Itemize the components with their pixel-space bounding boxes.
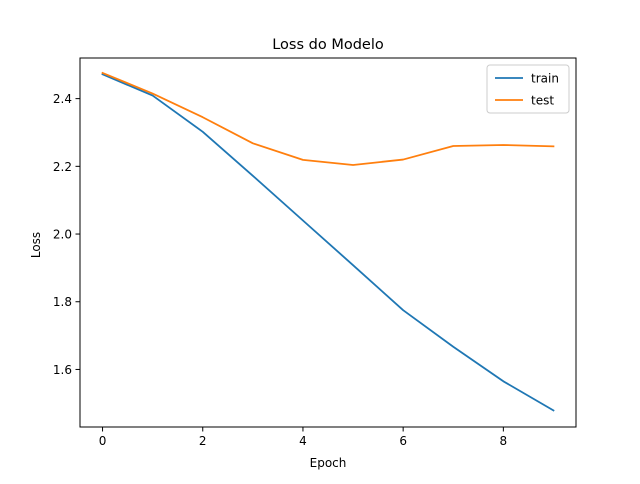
x-tick-label: 4 [299,434,307,448]
chart-title: Loss do Modelo [272,37,384,53]
legend-box [486,64,570,114]
series-line-test [101,71,555,166]
axes-frame [79,57,577,428]
x-tick-label: 0 [99,434,107,448]
series-line-train [101,73,555,412]
y-tick-label: 2.4 [53,92,72,106]
y-tick-label: 1.8 [53,295,72,309]
legend-label-train: train [531,72,559,86]
plot-area: 0 2 4 6 8 1.6 1.8 2.0 2.2 2.4 train test [53,57,577,448]
y-tick-label: 1.6 [53,363,72,377]
y-axis-label: Loss [29,232,43,258]
legend-label-test: test [531,94,554,108]
y-tick-label: 2.2 [53,160,72,174]
x-tick-label: 6 [399,434,407,448]
x-axis-label: Epoch [310,456,347,470]
x-tick-label: 8 [500,434,508,448]
y-tick-label: 2.0 [53,228,72,242]
x-tick-label: 2 [199,434,207,448]
